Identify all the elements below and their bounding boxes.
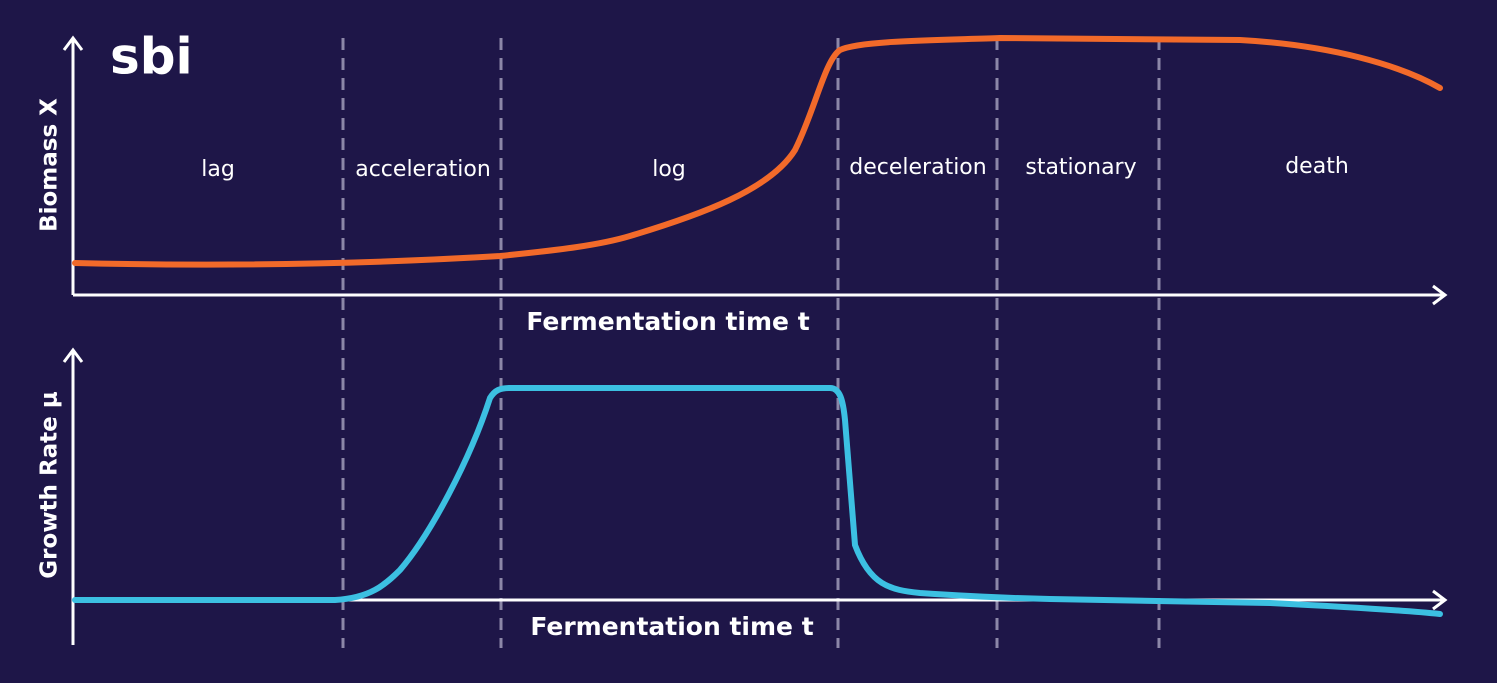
x-axis-label: Fermentation time t (530, 612, 813, 641)
x-axis-label: Fermentation time t (526, 307, 809, 336)
phase-label: deceleration (849, 155, 986, 180)
y-axis (62, 35, 84, 295)
top-axes (62, 35, 1448, 306)
phase-label: lag (201, 157, 235, 182)
phase-separators (341, 38, 1161, 648)
phase-label: acceleration (355, 157, 491, 182)
x-axis (73, 284, 1448, 306)
y-axis-label: Biomass X (37, 98, 63, 232)
logo: sbi (110, 28, 193, 86)
biomass-curve (72, 34, 1443, 268)
y-axis (62, 347, 84, 645)
y-axis-label: Growth Rate μ (37, 391, 63, 578)
phase-label: stationary (1025, 155, 1136, 180)
phase-label: death (1285, 154, 1349, 179)
phase-label: log (652, 157, 686, 182)
growth-rate-curve (72, 385, 1443, 617)
